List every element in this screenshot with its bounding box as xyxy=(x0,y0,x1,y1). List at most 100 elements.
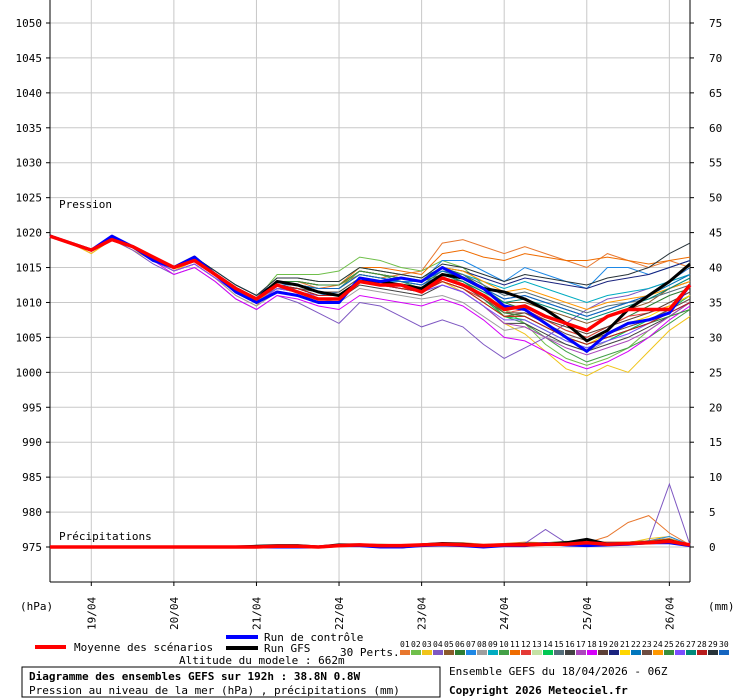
control-pressure-line xyxy=(49,234,692,353)
precip-tick-label: 65 xyxy=(709,87,722,100)
pert-legend-swatch xyxy=(609,650,619,655)
pressure-tick-label: 1050 xyxy=(16,17,43,30)
pert-legend-swatch xyxy=(642,650,652,655)
pert-legend-swatch xyxy=(444,650,454,655)
pert-legend-number: 14 xyxy=(543,640,553,649)
precip-tick-label: 45 xyxy=(709,227,722,240)
pert-legend-number: 05 xyxy=(444,640,454,649)
precip-tick-label: 70 xyxy=(709,52,722,65)
pert-legend-number: 07 xyxy=(466,640,476,649)
pert-legend-number: 29 xyxy=(708,640,718,649)
pressure-tick-label: 1035 xyxy=(16,122,43,135)
pert-legend-number: 15 xyxy=(554,640,564,649)
date-tick-label: 23/04 xyxy=(416,597,429,630)
pert-legend-number: 10 xyxy=(499,640,509,649)
precip-tick-label: 0 xyxy=(709,541,716,554)
date-tick-label: 19/04 xyxy=(85,597,98,630)
altitude-label: Altitude du modele : 662m xyxy=(179,654,345,667)
date-tick-label: 25/04 xyxy=(581,597,594,630)
pressure-tick-label: 985 xyxy=(22,471,42,484)
precip-tick-label: 50 xyxy=(709,192,722,205)
pert-legend-swatch xyxy=(565,650,575,655)
pressure-tick-label: 990 xyxy=(22,436,42,449)
pert-legend-swatch xyxy=(466,650,476,655)
pressure-tick-label: 975 xyxy=(22,541,42,554)
pressure-tick-label: 1000 xyxy=(16,366,43,379)
pressure-tick-label: 1030 xyxy=(16,157,43,170)
pressure-tick-label: 1010 xyxy=(16,296,43,309)
pert-legend-swatch xyxy=(697,650,707,655)
precip-label: Précipitations xyxy=(59,530,152,543)
pert-legend-swatch xyxy=(664,650,674,655)
pert-legend-number: 30 xyxy=(719,640,729,649)
pert-legend-swatch xyxy=(576,650,586,655)
legend-mean: Moyenne des scénarios xyxy=(74,641,213,654)
legend-perts: 30 Perts. xyxy=(340,646,400,659)
precip-tick-label: 35 xyxy=(709,296,722,309)
mean-pressure-line xyxy=(49,234,692,333)
pert-legend-swatch xyxy=(653,650,663,655)
pert-legend-number: 09 xyxy=(488,640,498,649)
precip-unit-label: (mm) xyxy=(708,600,735,613)
date-tick-label: 24/04 xyxy=(498,597,511,630)
precip-tick-label: 40 xyxy=(709,262,722,275)
pert-legend-number: 02 xyxy=(411,640,421,649)
pert-legend-number: 18 xyxy=(587,640,597,649)
pert-legend-swatch xyxy=(411,650,421,655)
pert-legend-swatch xyxy=(422,650,432,655)
legend: Moyenne des scénarios Run de contrôle Ru… xyxy=(35,631,729,659)
pert-legend-swatch xyxy=(477,650,487,655)
pert-legend-swatch xyxy=(587,650,597,655)
pert-legend-swatch xyxy=(719,650,729,655)
pert-legend-number: 21 xyxy=(620,640,630,649)
pert-legend-number: 03 xyxy=(422,640,432,649)
pert-legend-swatch xyxy=(686,650,696,655)
pert-legend-swatch xyxy=(455,650,465,655)
pert-legend-number: 01 xyxy=(400,640,410,649)
precip-tick-label: 5 xyxy=(709,506,716,519)
precip-tick-label: 60 xyxy=(709,122,722,135)
pert-legend-number: 11 xyxy=(510,640,520,649)
pert-legend-number: 24 xyxy=(653,640,663,649)
precip-tick-label: 75 xyxy=(709,17,722,30)
pressure-tick-label: 1025 xyxy=(16,192,43,205)
date-axis-ticks: 19/04 20/04 21/04 22/04 23/04 24/04 25/04 26/04 xyxy=(85,597,676,630)
pert-legend-number: 28 xyxy=(697,640,707,649)
date-tick-label: 26/04 xyxy=(663,597,676,630)
pert-legend-number: 13 xyxy=(532,640,542,649)
pert-legend-swatch xyxy=(400,650,410,655)
pert-legend-swatch xyxy=(631,650,641,655)
pressure-tick-label: 1005 xyxy=(16,331,43,344)
footer-subtitle: Pression au niveau de la mer (hPa) , pré… xyxy=(29,684,400,697)
pert-legend-swatch xyxy=(708,650,718,655)
run-info: Ensemble GEFS du 18/04/2026 - 06Z xyxy=(449,665,668,678)
precip-tick-label: 10 xyxy=(709,471,722,484)
pert-legend-number: 19 xyxy=(598,640,608,649)
date-tick-label: 21/04 xyxy=(250,597,263,630)
main-series xyxy=(49,234,692,549)
pert-legend-number: 25 xyxy=(664,640,674,649)
footer-box xyxy=(21,666,441,698)
precip-tick-label: 25 xyxy=(709,366,722,379)
date-tick-label: 22/04 xyxy=(333,597,346,630)
precip-tick-label: 20 xyxy=(709,401,722,414)
pert-legend-number: 04 xyxy=(433,640,443,649)
pert-legend-swatch xyxy=(532,650,542,655)
pert-legend-swatch xyxy=(620,650,630,655)
pressure-label: Pression xyxy=(59,198,112,211)
pert-legend-swatch xyxy=(598,650,608,655)
pressure-tick-label: 1020 xyxy=(16,227,43,240)
pert-legend-number: 06 xyxy=(455,640,465,649)
pert-legend-number: 20 xyxy=(609,640,619,649)
precip-tick-label: 15 xyxy=(709,436,722,449)
pert-legend-swatch xyxy=(675,650,685,655)
precip-tick-label: 55 xyxy=(709,157,722,170)
pert-legend-swatch xyxy=(433,650,443,655)
pert-legend-swatch xyxy=(499,650,509,655)
pert-legend-number: 16 xyxy=(565,640,575,649)
pert-legend-swatch xyxy=(543,650,553,655)
pressure-tick-label: 1045 xyxy=(16,52,43,65)
pert-legend-number: 26 xyxy=(675,640,685,649)
